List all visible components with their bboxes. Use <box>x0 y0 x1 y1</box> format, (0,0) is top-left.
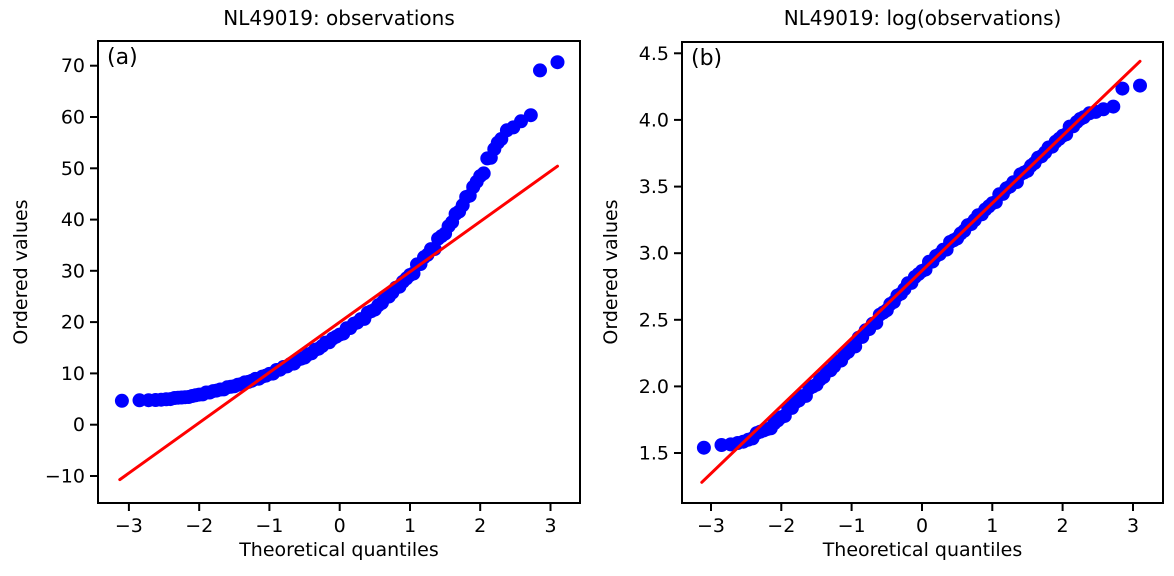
reference-line <box>700 59 1142 484</box>
x-tick-label: 1 <box>986 515 998 537</box>
x-tick-label: 2 <box>474 515 486 537</box>
chart-a-yaxis-label: Ordered values <box>10 199 32 345</box>
x-tick-label: −2 <box>767 515 795 537</box>
data-point <box>696 440 711 455</box>
y-tick-label: −10 <box>45 466 85 488</box>
y-tick-label: 3.5 <box>639 176 669 198</box>
x-tick-label: −1 <box>255 515 283 537</box>
data-point <box>533 63 547 78</box>
reference-line <box>118 164 559 482</box>
panel-label-a: (a) <box>107 45 138 70</box>
y-tick-label: 4.0 <box>639 109 669 131</box>
y-tick-label: 60 <box>61 107 85 129</box>
data-point <box>1115 81 1130 96</box>
x-tick-label: −3 <box>115 515 143 537</box>
y-tick-label: 0 <box>73 414 85 436</box>
y-tick-label: 3.0 <box>639 243 669 265</box>
chart-a-xaxis-label: Theoretical quantiles <box>239 539 439 561</box>
y-tick-label: 10 <box>61 363 85 385</box>
data-point <box>523 108 538 123</box>
data-point <box>1106 99 1121 114</box>
y-tick-label: 1.5 <box>639 443 669 465</box>
data-point <box>1133 78 1147 93</box>
y-tick-label: 4.5 <box>639 43 669 65</box>
x-tick-label: 3 <box>544 515 556 537</box>
x-tick-label: 0 <box>916 515 928 537</box>
y-tick-label: 70 <box>61 55 85 77</box>
x-tick-label: −3 <box>697 515 725 537</box>
x-tick-label: 0 <box>334 515 346 537</box>
x-tick-label: 3 <box>1127 515 1139 537</box>
data-point <box>476 166 491 181</box>
y-tick-label: 2.0 <box>639 376 669 398</box>
axes-frame <box>97 40 581 504</box>
x-tick-label: 1 <box>404 515 416 537</box>
data-point <box>550 55 565 70</box>
chart-b-xaxis-label: Theoretical quantiles <box>822 539 1023 561</box>
panel-label-b: (b) <box>691 46 723 71</box>
y-tick-label: 2.5 <box>639 309 669 331</box>
chart-b-title: NL49019: log(observations) <box>783 6 1062 30</box>
chart-b-yaxis-label: Ordered values <box>600 199 622 345</box>
x-tick-label: 2 <box>1057 515 1069 537</box>
y-tick-label: 50 <box>61 158 85 180</box>
chart-a-title: NL49019: observations <box>223 6 455 30</box>
x-tick-label: −1 <box>838 515 866 537</box>
y-tick-label: 20 <box>61 312 85 334</box>
y-tick-label: 30 <box>61 260 85 282</box>
x-tick-label: −2 <box>185 515 213 537</box>
y-tick-label: 40 <box>61 209 85 231</box>
data-point <box>114 393 129 408</box>
